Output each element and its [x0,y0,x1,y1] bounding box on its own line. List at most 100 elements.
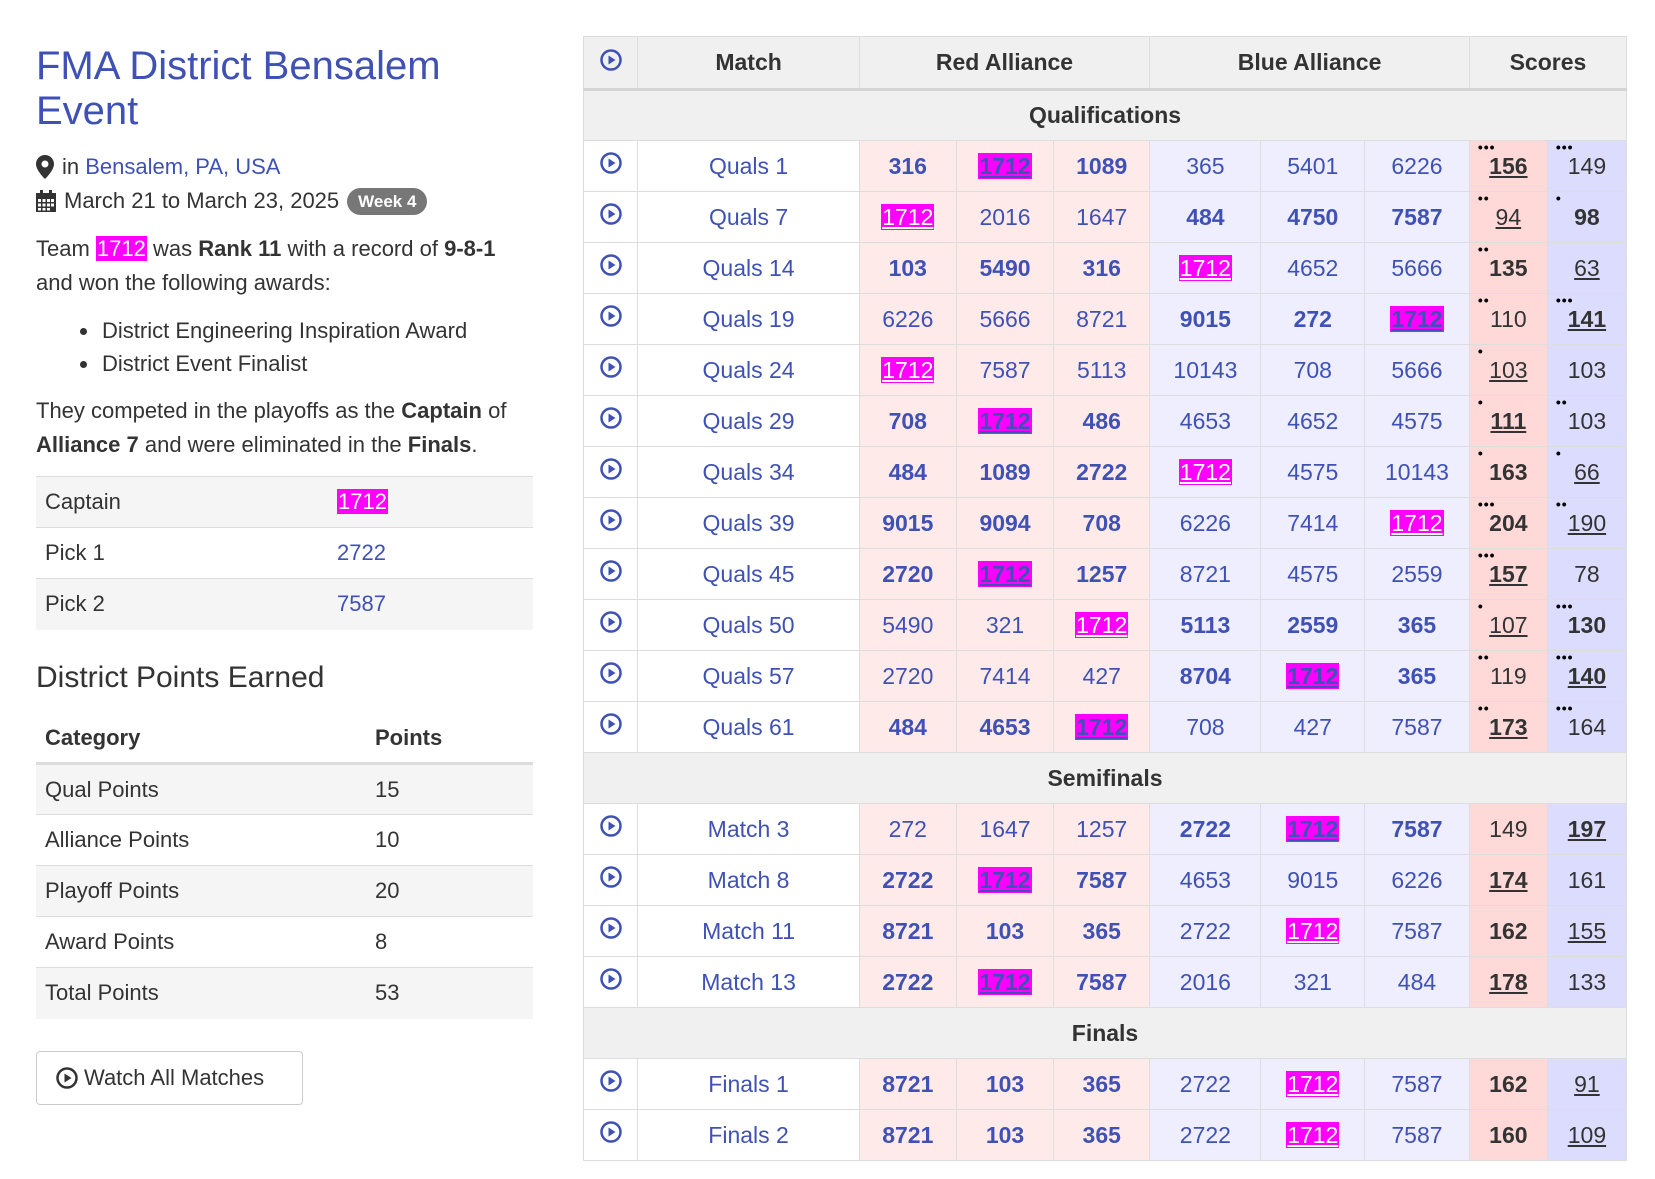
watch-video-button[interactable] [582,650,639,702]
team-link[interactable]: 1712 [1075,713,1129,740]
team-link[interactable]: 1712 [1286,917,1340,944]
team-link[interactable]: 1712 [1286,662,1340,689]
team-link[interactable]: 1712 [881,203,935,230]
team-link[interactable]: 10143 [1173,356,1238,383]
team-link[interactable]: 365 [1082,1121,1121,1148]
team-link[interactable]: 5666 [1391,356,1443,383]
watch-all-matches-button[interactable]: Watch All Matches [36,1050,303,1105]
match-link[interactable]: Match 8 [707,866,790,893]
match-link[interactable]: Quals 45 [702,560,795,587]
watch-video-button[interactable] [582,854,639,906]
watch-video-button[interactable] [582,191,639,243]
team-link[interactable]: 2720 [882,662,934,689]
match-link[interactable]: Quals 39 [702,509,795,536]
team-link[interactable]: 4652 [1287,407,1339,434]
team-link[interactable]: 365 [1082,917,1121,944]
team-link[interactable]: 9015 [882,509,934,536]
team-link[interactable]: 1712 [978,152,1032,179]
alliance-team-link[interactable]: 2722 [337,540,386,565]
team-link[interactable]: 1712 [978,560,1032,587]
team-link[interactable]: 1647 [1076,203,1128,230]
team-link[interactable]: 9094 [979,509,1031,536]
alliance-team-link[interactable]: 7587 [337,591,386,617]
team-link[interactable]: 316 [888,152,927,179]
team-link[interactable]: 2722 [1076,458,1128,485]
team-link[interactable]: 7587 [1076,866,1128,893]
watch-video-button[interactable] [582,497,639,549]
team-link[interactable]: 484 [1397,968,1437,995]
team-link[interactable]: 4653 [1179,866,1231,893]
match-link[interactable]: Quals 50 [702,611,795,638]
team-link[interactable]: 1712 [1178,254,1232,281]
team-link[interactable]: 4653 [1179,407,1231,434]
team-link[interactable]: 1647 [979,815,1031,842]
team-link[interactable]: 708 [1186,713,1225,740]
team-link[interactable]: 5490 [979,254,1031,281]
team-link[interactable]: 486 [1082,407,1121,434]
team-link[interactable]: 1257 [1076,560,1128,587]
team-link[interactable]: 2722 [1179,1070,1231,1097]
team-link[interactable]: 427 [1293,713,1332,740]
team-link[interactable]: 5490 [882,611,934,638]
team-link[interactable]: 6226 [882,305,934,332]
team-link[interactable]: 7587 [1076,968,1128,995]
match-link[interactable]: Finals 2 [708,1121,789,1148]
team-link[interactable]: 6226 [1391,866,1443,893]
team-link[interactable]: 103 [985,1070,1025,1097]
team-link[interactable]: 365 [1397,611,1437,638]
match-link[interactable]: Quals 7 [708,203,789,230]
watch-video-button[interactable] [582,1058,639,1110]
team-link[interactable]: 7587 [979,356,1031,383]
team-link[interactable]: 7414 [979,662,1031,689]
match-link[interactable]: Quals 34 [702,458,795,485]
team-link[interactable]: 365 [1186,152,1225,179]
watch-video-button[interactable] [582,599,639,651]
match-link[interactable]: Finals 1 [708,1070,789,1097]
team-link[interactable]: 365 [1082,1070,1121,1097]
team-link[interactable]: 103 [985,1121,1025,1148]
team-link[interactable]: 1712 [1178,458,1232,485]
team-link[interactable]: 708 [1293,356,1332,383]
watch-video-button[interactable] [582,905,639,957]
match-link[interactable]: Quals 57 [702,662,795,689]
team-link[interactable]: 8721 [882,1070,934,1097]
match-link[interactable]: Quals 19 [702,305,795,332]
team-link[interactable]: 2722 [882,866,934,893]
team-link[interactable]: 1712 [1286,815,1340,842]
team-link[interactable]: 8721 [882,1121,934,1148]
team-link[interactable]: 427 [1082,662,1121,689]
team-link[interactable]: 484 [1186,203,1225,230]
team-link[interactable]: 1712 [978,407,1032,434]
team-link[interactable]: 5113 [1077,356,1127,383]
team-link[interactable]: 321 [1293,968,1332,995]
match-link[interactable]: Quals 1 [708,152,789,179]
match-link[interactable]: Quals 14 [702,254,795,281]
watch-video-button[interactable] [582,803,639,855]
team-link[interactable]: 8721 [1076,305,1128,332]
team-link[interactable]: 6226 [1391,152,1443,179]
watch-video-button[interactable] [582,446,639,498]
team-link[interactable]: 4653 [979,713,1031,740]
team-link[interactable]: 2722 [882,968,934,995]
team-link[interactable]: 10143 [1384,458,1449,485]
team-link[interactable]: 2720 [882,560,934,587]
team-link[interactable]: 4652 [1287,254,1339,281]
team-link[interactable]: 2559 [1391,560,1443,587]
watch-video-button[interactable] [582,242,639,294]
watch-video-button[interactable] [582,344,639,396]
team-link[interactable]: 1089 [1076,152,1128,179]
team-link[interactable]: 9015 [1179,305,1231,332]
team-link[interactable]: 5113 [1180,611,1231,638]
team-link[interactable]: 1712 [978,968,1032,995]
location-link[interactable]: Bensalem, PA, USA [85,154,281,179]
team-link[interactable]: 4750 [1287,203,1339,230]
team-link[interactable]: 321 [985,611,1025,638]
watch-video-button[interactable] [582,548,639,600]
team-link[interactable]: 7587 [1391,917,1443,944]
team-link[interactable]: 8721 [882,917,934,944]
team-link[interactable]: 5666 [979,305,1031,332]
team-link[interactable]: 272 [1293,305,1332,332]
match-link[interactable]: Quals 29 [702,407,795,434]
team-link[interactable]: 1712 [1286,1121,1340,1148]
match-link[interactable]: Match 11 [702,917,796,944]
